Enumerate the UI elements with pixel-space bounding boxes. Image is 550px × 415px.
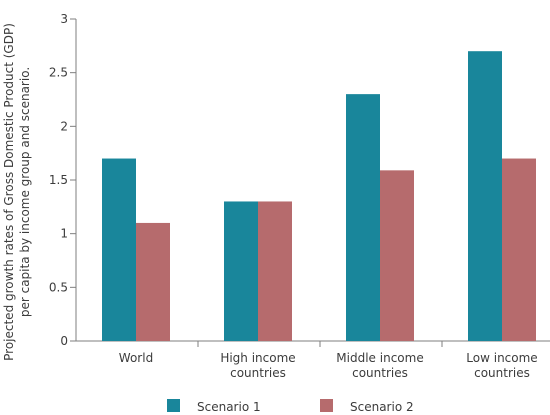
- x-category-label: countries: [474, 366, 530, 380]
- bar-1-2: [224, 201, 258, 341]
- bar-2-1: [136, 222, 170, 341]
- y-axis-title-line: per capita by income group and scenario.: [18, 67, 32, 317]
- bar-2-2: [258, 201, 292, 341]
- legend-label-2: Scenario 2: [350, 400, 414, 414]
- bar-2-3: [380, 170, 414, 341]
- legend: Scenario 1 Scenario 2: [167, 399, 414, 414]
- y-tick-label: 0.5: [49, 280, 68, 294]
- bar-2-4: [502, 158, 536, 341]
- legend-label-1: Scenario 1: [197, 400, 261, 414]
- x-category-label: countries: [230, 366, 286, 380]
- bar-1-3: [346, 94, 380, 341]
- x-category-label: Middle income: [336, 351, 423, 365]
- bar-1-1: [102, 158, 136, 341]
- x-category-label: countries: [352, 366, 408, 380]
- y-tick-label: 2: [60, 119, 68, 133]
- bar-1-4: [468, 51, 502, 341]
- y-tick-label: 3: [60, 12, 68, 26]
- y-tick-label: 2.5: [49, 66, 68, 80]
- y-tick-label: 1.5: [49, 173, 68, 187]
- x-category-label: World: [119, 351, 153, 365]
- y-axis-ticks: 0 0.5 1 1.5 2 2.5 3: [49, 12, 76, 348]
- legend-swatch-1: [167, 399, 180, 412]
- x-category-label: High income: [220, 351, 295, 365]
- y-axis-label: Projected growth rates of Gross Domestic…: [2, 23, 32, 361]
- bars: [102, 51, 536, 341]
- y-axis-title-line: Projected growth rates of Gross Domestic…: [2, 23, 16, 361]
- y-tick-label: 0: [60, 334, 68, 348]
- x-category-label: Low income: [466, 351, 537, 365]
- y-tick-label: 1: [60, 227, 68, 241]
- legend-swatch-2: [320, 399, 333, 412]
